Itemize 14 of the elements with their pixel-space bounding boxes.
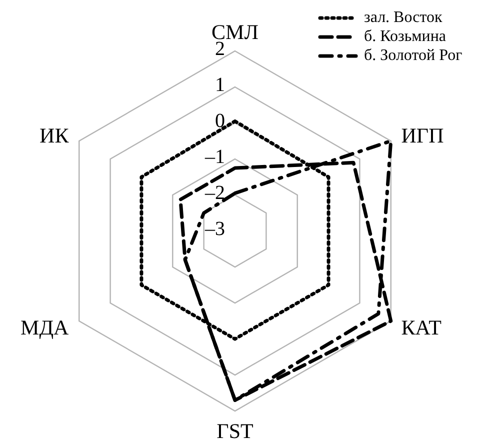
- y-tick-label: –3: [204, 218, 225, 240]
- spoke-label: КАТ: [401, 315, 442, 340]
- y-tick-label: 0: [215, 110, 225, 132]
- legend-label: б. Золотой Рог: [364, 46, 462, 65]
- y-tick-label: –2: [204, 182, 225, 204]
- y-tick-label: 1: [215, 74, 225, 96]
- spoke-label: ИГП: [401, 123, 444, 148]
- y-tick-label: –1: [204, 146, 225, 168]
- spoke-label: ИК: [40, 123, 70, 148]
- y-tick-label: 2: [215, 38, 225, 60]
- spoke-label: ГST: [216, 418, 254, 443]
- legend-label: зал. Восток: [364, 8, 442, 27]
- legend-label: б. Козьмина: [364, 27, 446, 46]
- spoke-label: МДА: [20, 315, 70, 340]
